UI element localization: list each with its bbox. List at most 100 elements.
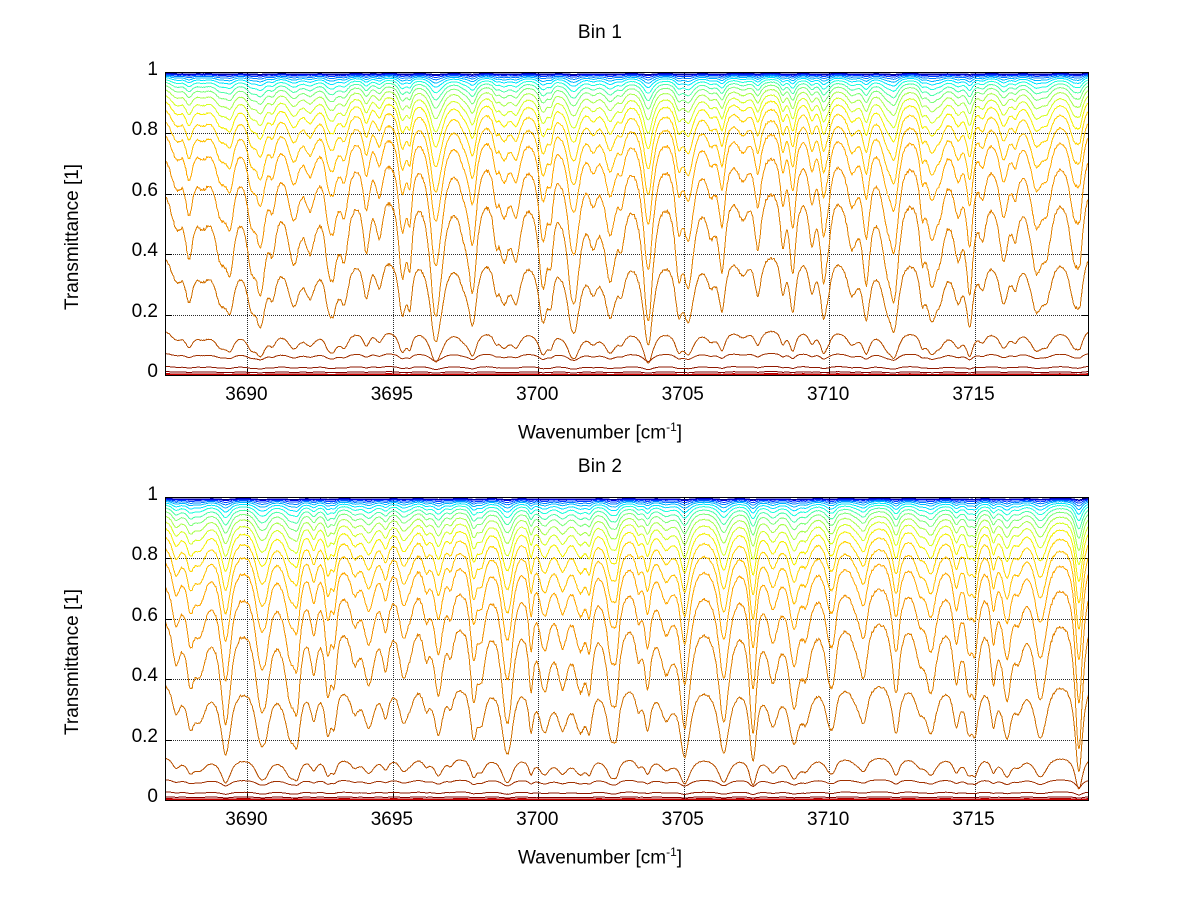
y-tick-mark <box>166 314 172 316</box>
spectrum-curve <box>166 78 1088 94</box>
spectrum-curve <box>166 365 1088 371</box>
y-tick-label: 0.4 <box>131 240 158 262</box>
spectrum-curve <box>166 81 1088 101</box>
y-tick-label: 0 <box>147 786 158 807</box>
x-tick-mark <box>683 369 685 375</box>
spectrum-curve <box>166 73 1088 76</box>
y-tick-mark <box>166 193 172 195</box>
y-tick-mark-right <box>1082 375 1088 376</box>
spectrum-curve <box>166 157 1088 270</box>
y-tick-mark-right <box>1082 314 1088 316</box>
x-axis-label-exponent: -1 <box>666 420 677 434</box>
x-tick-label: 3710 <box>807 809 850 830</box>
y-tick-mark <box>166 133 172 135</box>
spectrum-curve <box>166 685 1088 772</box>
y-tick-mark-right <box>1082 739 1088 741</box>
spectrum-curve <box>166 536 1088 604</box>
spectrum-curve <box>166 84 1088 110</box>
x-tick-label: 3695 <box>370 384 413 405</box>
spectrum-curve <box>166 94 1088 134</box>
plot-title-bin-1: Bin 1 <box>577 22 623 43</box>
x-axis-label-exponent: -1 <box>666 845 677 859</box>
plot-panel-bin-2: Bin 2 Wavenumber [cm-1] Transmittance [1… <box>0 451 1200 901</box>
y-tick-label: 0.2 <box>131 725 158 747</box>
x-tick-mark-top <box>974 498 976 504</box>
y-tick-mark <box>166 618 172 620</box>
spectrum-curve <box>166 498 1088 502</box>
x-tick-label: 3715 <box>952 809 995 830</box>
y-tick-mark-right <box>1082 193 1088 195</box>
x-tick-label: 3690 <box>225 384 268 405</box>
plot-panel-bin-1: Bin 1 Wavenumber [cm-1] Transmittance [1… <box>0 0 1200 450</box>
spectra-curves <box>166 498 1088 800</box>
plot-title-bin-2: Bin 2 <box>577 456 623 477</box>
spectrum-curve <box>166 521 1088 565</box>
y-tick-label: 0.2 <box>131 300 158 322</box>
spectrum-curve <box>166 791 1088 796</box>
y-tick-mark <box>166 558 172 560</box>
y-tick-mark <box>166 254 172 256</box>
spectrum-curve <box>166 330 1088 364</box>
y-tick-mark-right <box>1082 800 1088 801</box>
x-axis-label-bracket: ] <box>676 422 683 444</box>
y-tick-mark-right <box>1082 254 1088 256</box>
x-tick-label: 3705 <box>661 384 704 405</box>
spectrum-curve <box>166 511 1088 539</box>
spectrum-curve <box>166 563 1088 661</box>
spectrum-curve <box>166 108 1088 170</box>
y-axis-label-bin-2: Transmittance [1] <box>62 588 83 735</box>
spectrum-curve <box>166 73 1088 79</box>
spectrum-curve <box>166 798 1088 800</box>
spectrum-curve <box>166 352 1088 362</box>
y-tick-label: 0.6 <box>131 179 158 201</box>
spectrum-curve <box>166 76 1088 88</box>
x-tick-label: 3705 <box>661 809 704 830</box>
x-tick-mark <box>974 794 976 800</box>
y-tick-label: 1 <box>147 59 158 80</box>
x-tick-label: 3710 <box>807 384 850 405</box>
y-tick-label: 0.6 <box>131 604 158 626</box>
y-tick-mark-right <box>1082 679 1088 681</box>
spectrum-curve <box>166 100 1088 149</box>
x-axis-label-bin-2: Wavenumber [cm-1] <box>0 845 1200 869</box>
y-tick-mark <box>166 679 172 681</box>
spectrum-curve <box>166 73 1088 77</box>
y-tick-label: 1 <box>147 484 158 505</box>
spectrum-curve <box>166 798 1088 800</box>
spectrum-curve <box>166 133 1088 225</box>
spectrum-curve <box>166 257 1088 346</box>
spectrum-curve <box>166 75 1088 84</box>
spectrum-curve <box>166 373 1088 375</box>
spectrum-curve <box>166 507 1088 530</box>
spectrum-curve <box>166 779 1088 788</box>
y-tick-label: 0.8 <box>131 119 158 141</box>
x-tick-label: 3695 <box>370 809 413 830</box>
spectrum-curve <box>166 499 1088 504</box>
y-tick-label: 0.4 <box>131 665 158 687</box>
spectrum-curve <box>166 504 1088 522</box>
axes-bin-1 <box>165 72 1089 376</box>
spectrum-curve <box>166 757 1088 790</box>
spectrum-curve <box>166 500 1088 507</box>
y-axis-label-bin-1: Transmittance [1] <box>62 163 83 310</box>
x-axis-label-bracket: ] <box>676 847 683 869</box>
spectrum-curve <box>166 796 1088 799</box>
y-tick-label: 0.8 <box>131 544 158 566</box>
x-axis-label-text: Wavenumber [cm <box>517 847 667 869</box>
x-tick-mark <box>683 794 685 800</box>
spectrum-curve <box>166 500 1088 510</box>
spectra-curves <box>166 73 1088 375</box>
y-tick-mark <box>166 800 172 801</box>
spectrum-curve <box>166 622 1088 750</box>
spectrum-curve <box>166 528 1088 582</box>
x-tick-label: 3690 <box>225 809 268 830</box>
spectrum-curve <box>166 88 1088 121</box>
spectrum-curve <box>166 193 1088 322</box>
spectrum-curve <box>166 502 1088 515</box>
x-tick-label: 3715 <box>952 384 995 405</box>
y-tick-mark <box>166 375 172 376</box>
x-tick-label: 3700 <box>516 384 559 405</box>
spectrum-curve <box>166 74 1088 81</box>
y-tick-mark <box>166 739 172 741</box>
spectrum-curve <box>166 515 1088 551</box>
